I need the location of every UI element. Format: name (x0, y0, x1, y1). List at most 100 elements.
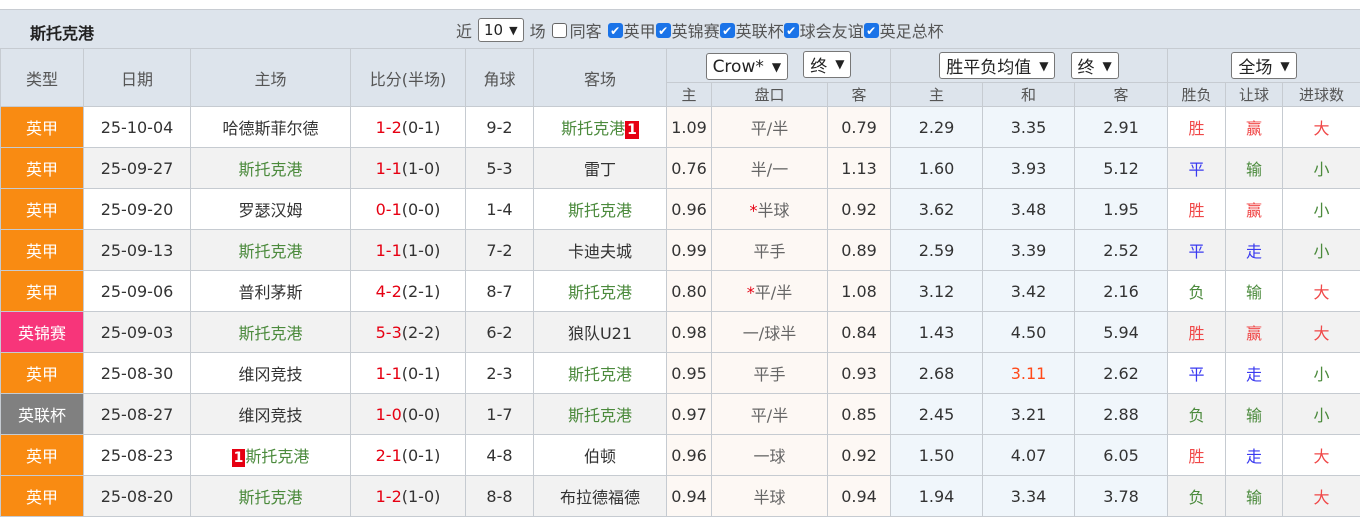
match-type[interactable]: 英甲 (0, 106, 84, 148)
match-type[interactable]: 英甲 (0, 434, 84, 476)
recent-count-select[interactable]: 10 ▼ (478, 18, 524, 42)
score[interactable]: 5-3(2-2) (350, 311, 466, 353)
table-row[interactable]: 英甲 25-09-13 斯托克港 1-1(1-0) 7-2 卡迪夫城 0.99 … (0, 229, 1360, 271)
away-team[interactable]: 伯顿 (533, 434, 667, 476)
handicap: 平/半 (711, 106, 828, 148)
match-type[interactable]: 英甲 (0, 188, 84, 230)
away-team-name: 斯托克港 (567, 283, 632, 302)
half-time-score: (1-0) (401, 486, 441, 506)
league-checkbox[interactable]: ✔ (607, 22, 623, 38)
handicap-stage-select[interactable]: 终 ▼ (803, 50, 852, 78)
euro-draw-odds: 3.34 (982, 475, 1075, 517)
match-type[interactable]: 英甲 (0, 270, 84, 312)
match-type[interactable]: 英甲 (0, 147, 84, 189)
match-type[interactable]: 英甲 (0, 475, 84, 517)
handicap: 平手 (711, 229, 828, 271)
league-checkbox[interactable]: ✔ (655, 22, 671, 38)
home-team[interactable]: 1 斯托克港 (190, 434, 351, 476)
score[interactable]: 1-2(1-0) (350, 475, 466, 517)
table-row[interactable]: 英锦赛 25-09-03 斯托克港 5-3(2-2) 6-2 狼队U21 0.9… (0, 311, 1360, 353)
handicap-home-odds: 0.94 (666, 475, 712, 517)
star-mark: * (749, 201, 758, 220)
table-row[interactable]: 英甲 25-08-20 斯托克港 1-2(1-0) 8-8 布拉德福德 0.94… (0, 475, 1360, 517)
handicap-home-odds: 0.96 (666, 188, 712, 230)
chevron-down-icon: ▼ (1039, 58, 1049, 73)
full-time-score: 1-1 (375, 158, 402, 178)
red-card-badge: 1 (231, 449, 246, 467)
over-under-result: 大 (1282, 106, 1360, 148)
header-home: 主场 (190, 48, 351, 107)
match-type[interactable]: 英联杯 (0, 393, 84, 435)
euro-company-select[interactable]: 胜平负均值 ▼ (939, 52, 1056, 79)
handicap-away-odds: 1.08 (827, 270, 891, 312)
home-team[interactable]: 斯托克港 (190, 147, 351, 189)
table-row[interactable]: 英甲 25-10-04 哈德斯菲尔德 1-2(0-1) 9-2 斯托克港 1 1.… (0, 106, 1360, 148)
corners: 5-3 (465, 147, 534, 189)
score[interactable]: 1-1(1-0) (350, 147, 466, 189)
league-label: 英联杯 (735, 22, 784, 41)
home-team[interactable]: 维冈竞技 (190, 352, 351, 394)
away-team[interactable]: 斯托克港 (533, 188, 667, 230)
chevron-down-icon: ▼ (771, 59, 782, 74)
handicap: 一球 (711, 434, 828, 476)
away-team[interactable]: 雷丁 (533, 147, 667, 189)
handicap-line: 平/半 (750, 119, 789, 138)
table-row[interactable]: 英甲 25-08-23 1 斯托克港 2-1(0-1) 4-8 伯顿 0.96 一… (0, 434, 1360, 476)
full-time-score: 1-1 (375, 240, 402, 260)
handicap-line: 半球 (753, 488, 786, 507)
subheader: 和 (982, 82, 1075, 107)
handicap-home-odds: 1.09 (666, 106, 712, 148)
away-team[interactable]: 斯托克港 (533, 270, 667, 312)
table-row[interactable]: 英甲 25-09-20 罗瑟汉姆 0-1(0-0) 1-4 斯托克港 0.96 … (0, 188, 1360, 230)
score[interactable]: 0-1(0-0) (350, 188, 466, 230)
period-select[interactable]: 全场 ▼ (1231, 52, 1297, 79)
euro-stage-select[interactable]: 终 ▼ (1070, 52, 1119, 79)
subheader: 客 (1074, 82, 1168, 107)
same-away-checkbox[interactable] (551, 22, 567, 38)
home-team[interactable]: 哈德斯菲尔德 (190, 106, 351, 148)
home-team[interactable]: 斯托克港 (190, 311, 351, 353)
euro-draw-odds: 3.39 (982, 229, 1075, 271)
subheader: 主 (666, 82, 712, 107)
match-type[interactable]: 英甲 (0, 229, 84, 271)
away-team[interactable]: 布拉德福德 (533, 475, 667, 517)
table-row[interactable]: 英甲 25-08-30 维冈竞技 1-1(0-1) 2-3 斯托克港 0.95 … (0, 352, 1360, 394)
match-type[interactable]: 英锦赛 (0, 311, 84, 353)
home-team[interactable]: 普利茅斯 (190, 270, 351, 312)
star-mark: * (746, 283, 755, 302)
corners: 6-2 (465, 311, 534, 353)
corners: 8-8 (465, 475, 534, 517)
table-row[interactable]: 英甲 25-09-06 普利茅斯 4-2(2-1) 8-7 斯托克港 0.80 … (0, 270, 1360, 312)
league-checkbox[interactable]: ✔ (719, 22, 735, 38)
league-checkbox[interactable]: ✔ (783, 22, 799, 38)
table-row[interactable]: 英联杯 25-08-27 维冈竞技 1-0(0-0) 1-7 斯托克港 0.97… (0, 393, 1360, 435)
table-row[interactable]: 英甲 25-09-27 斯托克港 1-1(1-0) 5-3 雷丁 0.76 半/… (0, 147, 1360, 189)
home-team[interactable]: 斯托克港 (190, 475, 351, 517)
away-team[interactable]: 斯托克港 (533, 393, 667, 435)
over-under-result: 大 (1282, 475, 1360, 517)
league-checkbox[interactable]: ✔ (863, 22, 879, 38)
handicap-home-odds: 0.97 (666, 393, 712, 435)
away-team-name: 狼队U21 (567, 324, 633, 343)
euro-home-odds: 1.94 (890, 475, 983, 517)
home-team[interactable]: 斯托克港 (190, 229, 351, 271)
header-date: 日期 (83, 48, 191, 107)
score[interactable]: 1-1(0-1) (350, 352, 466, 394)
score[interactable]: 2-1(0-1) (350, 434, 466, 476)
match-type[interactable]: 英甲 (0, 352, 84, 394)
away-team[interactable]: 狼队U21 (533, 311, 667, 353)
away-team[interactable]: 斯托克港 (533, 352, 667, 394)
score[interactable]: 1-0(0-0) (350, 393, 466, 435)
euro-away-odds: 2.62 (1074, 352, 1168, 394)
away-team[interactable]: 卡迪夫城 (533, 229, 667, 271)
away-team[interactable]: 斯托克港 1 (533, 106, 667, 148)
handicap-result: 赢 (1225, 188, 1283, 230)
score[interactable]: 1-1(1-0) (350, 229, 466, 271)
home-team[interactable]: 维冈竞技 (190, 393, 351, 435)
home-team-name: 维冈竞技 (238, 365, 303, 384)
score[interactable]: 4-2(2-1) (350, 270, 466, 312)
euro-away-odds: 2.16 (1074, 270, 1168, 312)
home-team[interactable]: 罗瑟汉姆 (190, 188, 351, 230)
handicap-company-select[interactable]: Crow* ▼ (705, 53, 789, 81)
score[interactable]: 1-2(0-1) (350, 106, 466, 148)
